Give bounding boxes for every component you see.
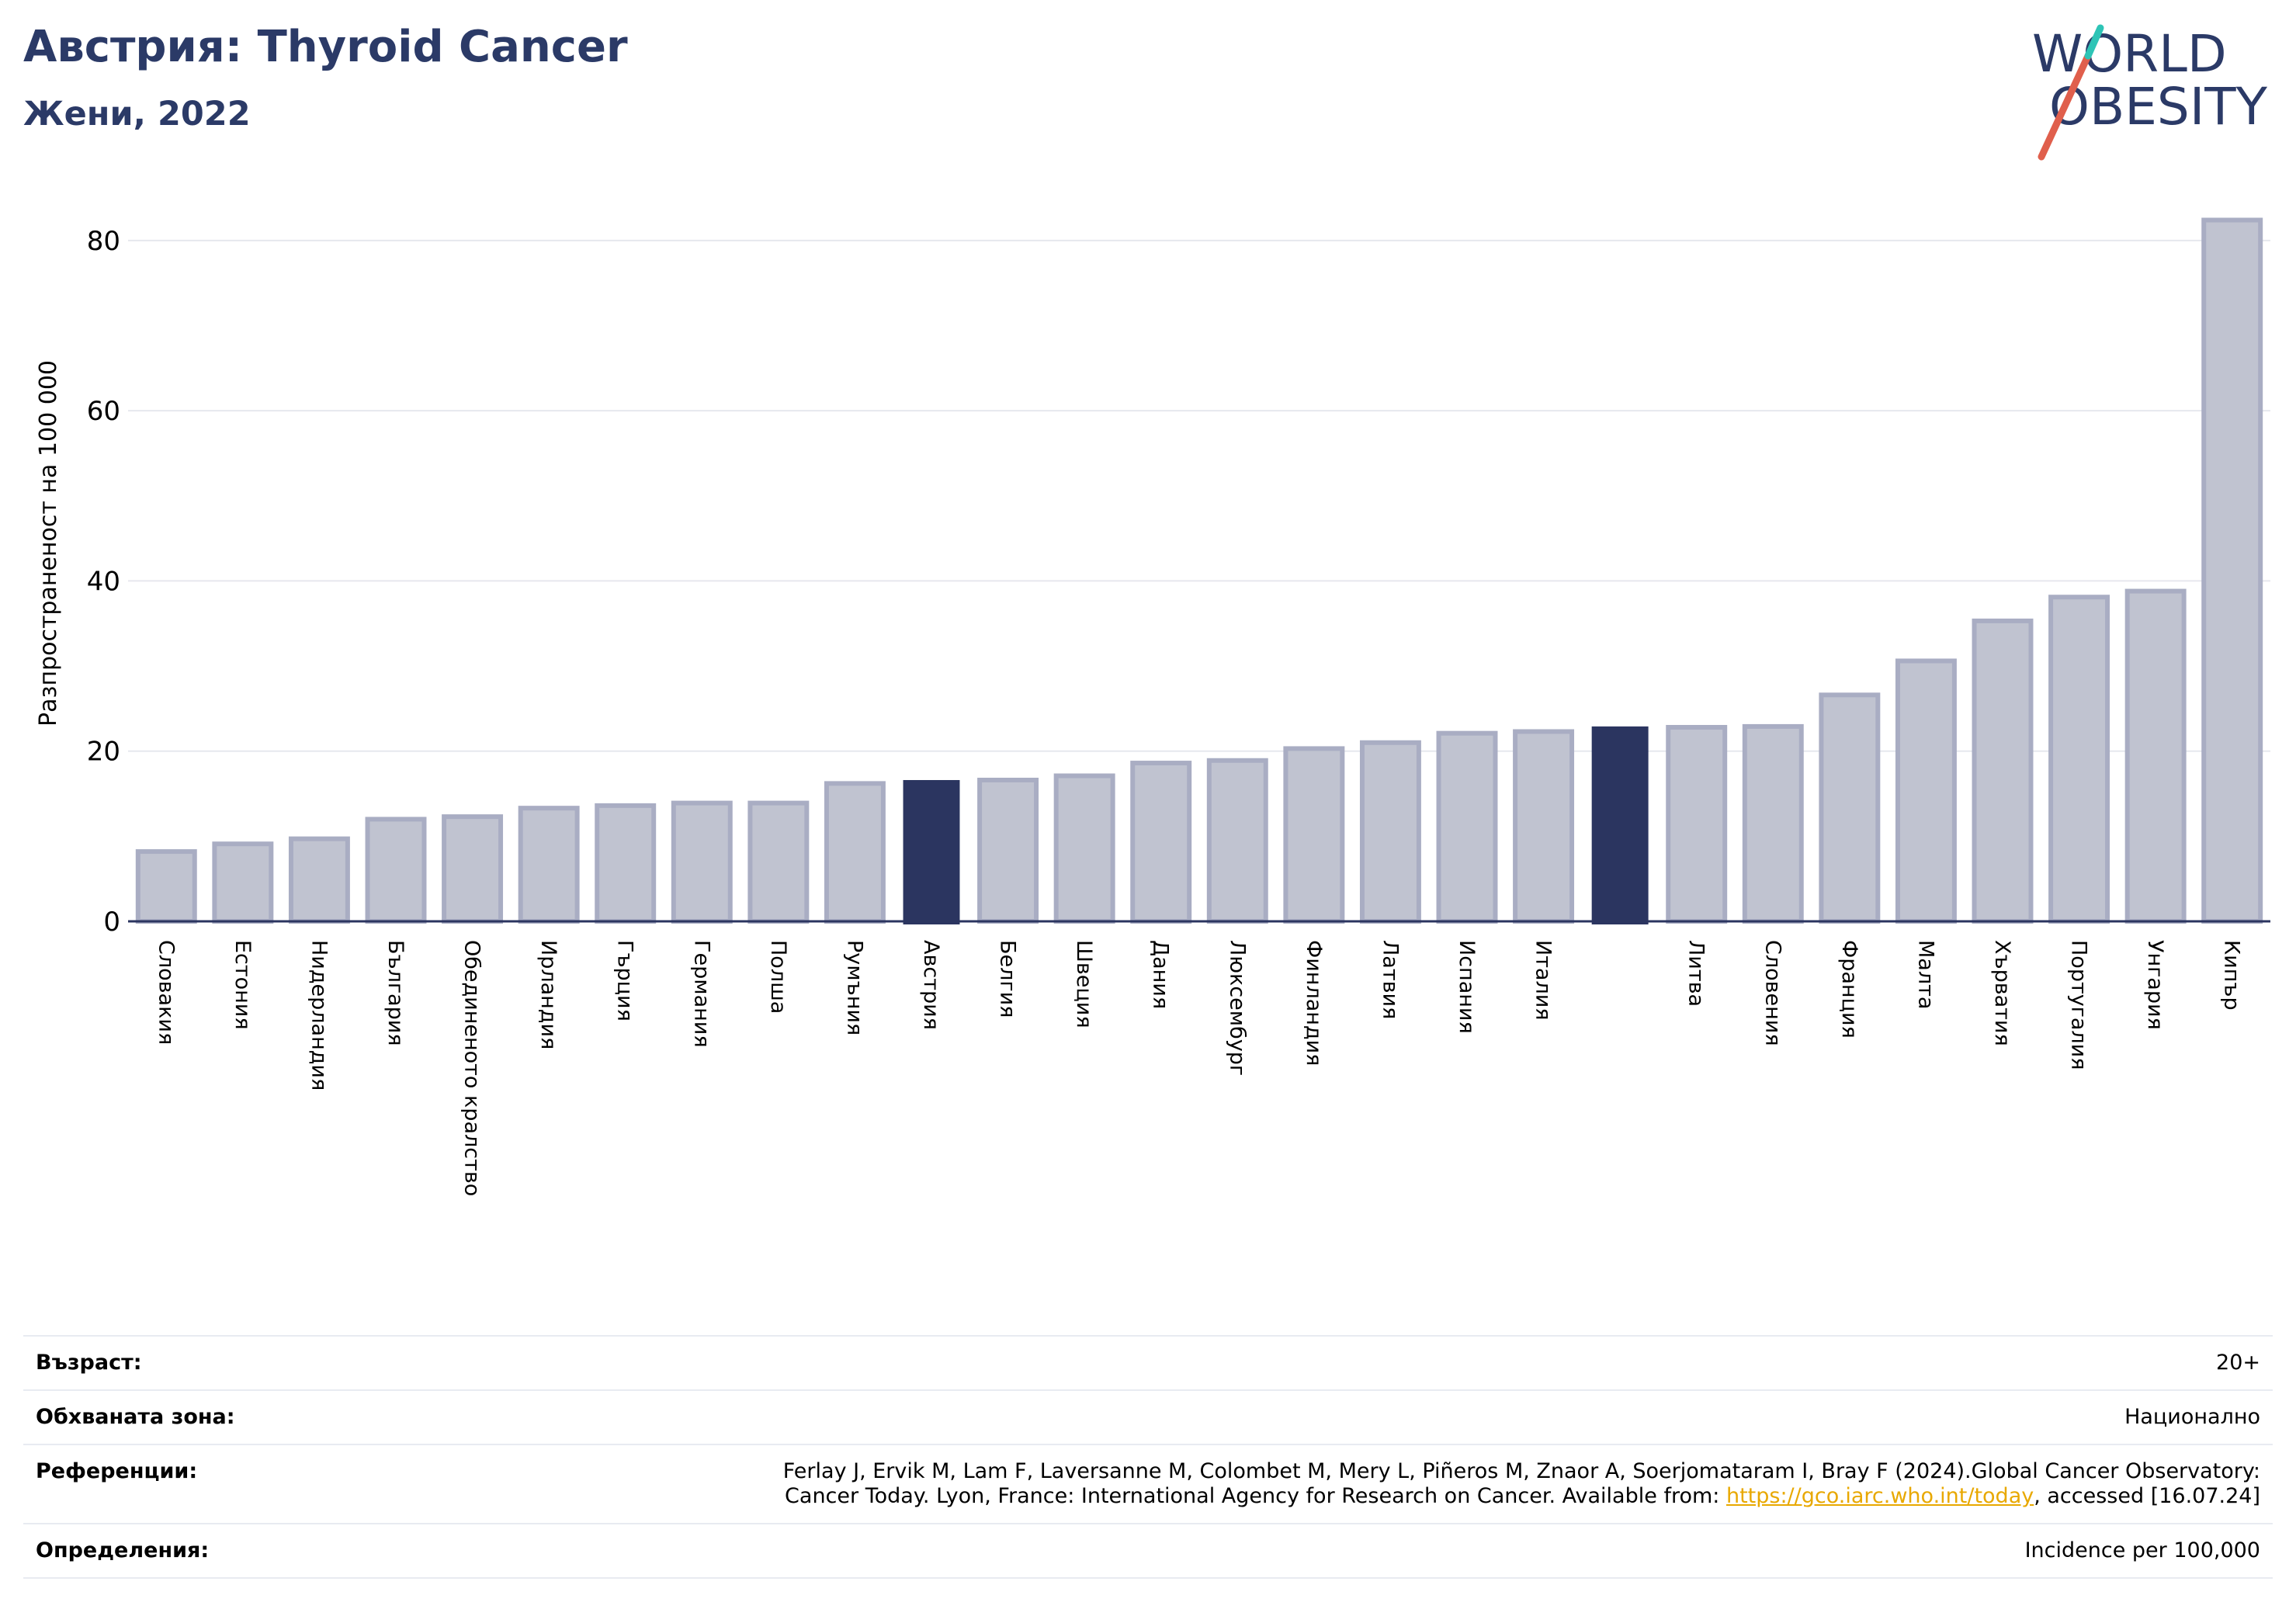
x-tick-label: Ирландия <box>536 940 560 1049</box>
bar <box>903 779 960 924</box>
x-tick-label: Австрия <box>919 940 943 1030</box>
bar <box>365 817 427 924</box>
definitions-value: Incidence per 100,000 <box>2024 1538 2260 1562</box>
chart-subtitle: Жени, 2022 <box>23 95 251 134</box>
x-tick-label: Словакия <box>154 940 178 1045</box>
logo-slash <box>2038 52 2092 161</box>
references-value: Ferlay J, Ervik M, Lam F, Laversanne M, … <box>783 1459 2260 1509</box>
x-tick-label: Франция <box>1837 940 1861 1039</box>
bar <box>1436 730 1498 924</box>
x-tick-label: Португалия <box>2067 940 2091 1070</box>
x-tick-label: Швеция <box>1072 940 1096 1028</box>
y-tick-label: 80 <box>87 226 120 257</box>
x-tick-label: Словения <box>1760 940 1784 1046</box>
x-tick-label: Полша <box>766 940 790 1014</box>
age-row: Възраст: 20+ <box>23 1335 2273 1389</box>
x-tick-label: Хърватия <box>1990 940 2014 1046</box>
x-tick-label: Латвия <box>1378 940 1402 1019</box>
bar <box>1053 773 1115 924</box>
x-tick-label: Испания <box>1455 940 1479 1034</box>
logo-line2: OBESITY <box>2049 77 2268 137</box>
bar <box>518 806 580 924</box>
bar <box>2124 588 2187 924</box>
world-obesity-logo: WORLD OBESITY <box>2032 24 2268 161</box>
bar <box>1283 746 1345 924</box>
x-tick-label: Италия <box>1531 940 1556 1021</box>
bar <box>1206 758 1268 924</box>
references-text-3: , accessed [16.07.24] <box>2034 1484 2260 1508</box>
y-tick-labels: 0 20 40 60 80 <box>87 226 120 938</box>
bars <box>135 217 2263 924</box>
chart-title: Австрия: Thyroid Cancer <box>23 22 628 72</box>
bar <box>442 814 504 924</box>
bar <box>1359 740 1421 924</box>
x-tick-label: Нидерландия <box>307 940 331 1091</box>
bar <box>977 777 1039 924</box>
x-tick-label: Белгия <box>996 940 1020 1018</box>
bar <box>1972 618 2034 924</box>
age-label: Възраст: <box>36 1351 142 1375</box>
x-tick-label: Унгария <box>2143 940 2167 1030</box>
y-tick-label: 60 <box>87 396 120 427</box>
bar <box>671 800 733 924</box>
bar-chart: Словакия Естония Нидерландия България Обедин… <box>35 217 2270 1196</box>
x-tick-label: Кипър <box>2220 940 2244 1011</box>
x-tick-label: Румъния <box>842 940 866 1035</box>
y-tick-label: 20 <box>87 737 120 768</box>
bar <box>2201 217 2263 924</box>
references-text-2: Cancer Today. Lyon, France: Internationa… <box>785 1484 1726 1508</box>
bar <box>1819 692 1881 924</box>
bar <box>288 836 350 924</box>
y-tick-label: 40 <box>87 566 120 597</box>
bar <box>212 841 274 924</box>
bar <box>824 781 886 924</box>
area-value: Национално <box>2124 1405 2260 1429</box>
bar <box>595 803 657 924</box>
y-axis-label: Разпространеност на 100 000 <box>35 360 62 727</box>
bar <box>1895 658 1957 924</box>
references-row: Референции: Ferlay J, Ervik M, Lam F, La… <box>23 1444 2273 1523</box>
x-tick-label: Гърция <box>613 940 637 1021</box>
bar <box>2048 595 2110 924</box>
references-text-1: Ferlay J, Ervik M, Lam F, Laversanne M, … <box>782 1459 2260 1483</box>
logo-line1: WORLD <box>2032 24 2227 84</box>
area-row: Обхваната зона: Национално <box>23 1389 2273 1444</box>
bar <box>1591 726 1649 924</box>
logo-slash-top <box>2084 24 2104 60</box>
x-tick-label: България <box>383 940 408 1046</box>
x-tick-labels: Словакия Естония Нидерландия България Обедин… <box>154 940 2243 1196</box>
definitions-label: Определения: <box>36 1538 210 1562</box>
x-tick-label: Литва <box>1684 940 1708 1007</box>
x-tick-label: Малта <box>1913 940 1937 1009</box>
metadata-table: Възраст: 20+ Обхваната зона: Национално … <box>23 1335 2273 1579</box>
bar <box>747 800 810 924</box>
definitions-row: Определения: Incidence per 100,000 <box>23 1523 2273 1579</box>
bar <box>1742 723 1804 924</box>
bar <box>1666 725 1728 924</box>
x-tick-label: Люксембург <box>1225 940 1249 1076</box>
area-label: Обхваната зона: <box>36 1405 235 1429</box>
x-tick-label: Германия <box>689 940 713 1048</box>
bar <box>135 849 197 924</box>
y-tick-label: 0 <box>103 907 120 938</box>
references-link[interactable]: https://gco.iarc.who.int/today <box>1725 1484 2034 1508</box>
x-tick-label: Финландия <box>1302 940 1326 1066</box>
x-tick-label: Естония <box>231 940 255 1030</box>
references-label: Референции: <box>36 1459 198 1483</box>
age-value: 20+ <box>2216 1351 2260 1375</box>
x-tick-label: Обединеното кралство <box>460 940 484 1196</box>
bar <box>1130 761 1192 924</box>
bar <box>1513 729 1575 924</box>
x-tick-label: Дания <box>1149 940 1173 1009</box>
